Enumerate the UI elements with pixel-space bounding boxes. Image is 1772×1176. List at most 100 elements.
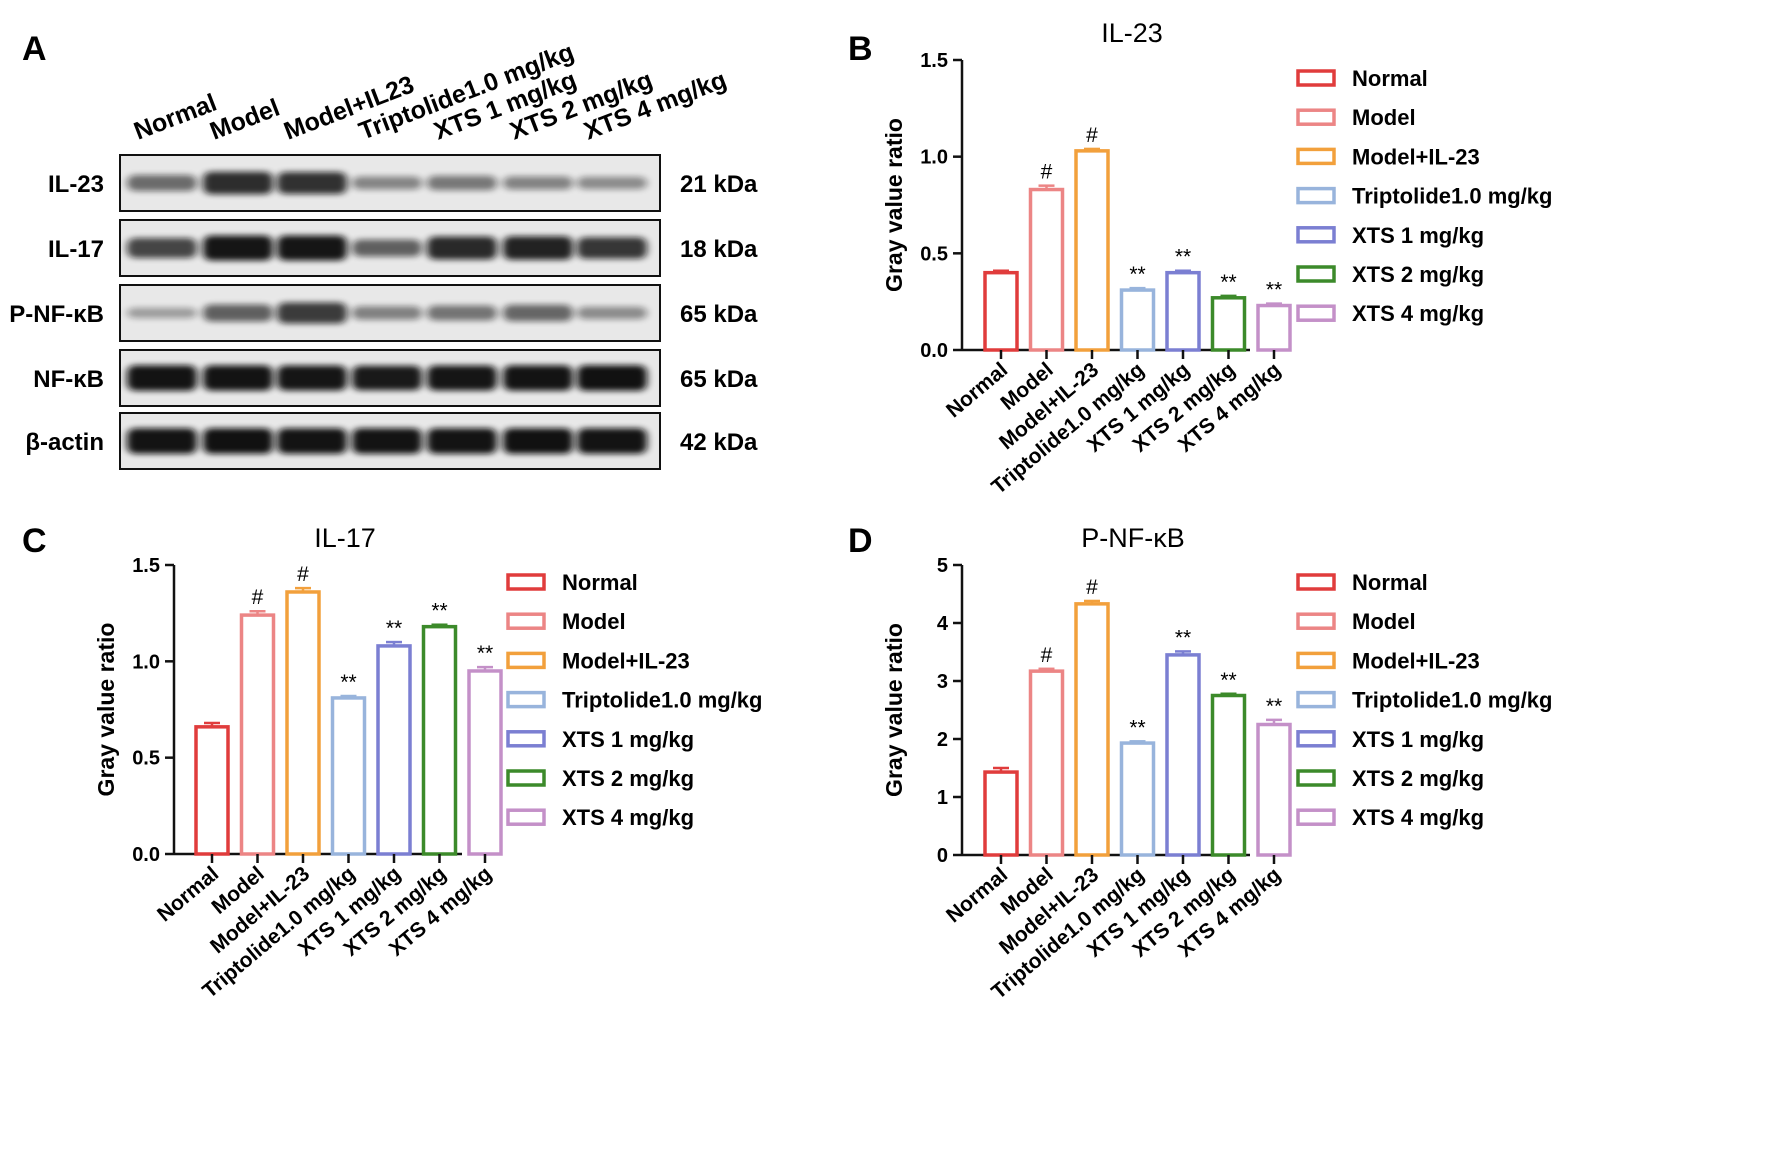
bar-xts-4-mg-kg — [1256, 722, 1292, 857]
blot-band-actin-model — [203, 428, 273, 454]
panel-letter-b: B — [848, 30, 873, 68]
blot-band-il-23-model-il23 — [277, 172, 347, 194]
bar-model — [1028, 187, 1065, 352]
legend-label-xts-4-mg-kg: XTS 4 mg/kg — [562, 805, 694, 830]
legend-label-model: Model — [1352, 609, 1416, 634]
bar-triptolide1-0-mg-kg — [1119, 288, 1156, 352]
y-tick-label: 1 — [937, 787, 948, 809]
blot-kda-actin: 42 kDa — [680, 429, 758, 456]
y-tick-label: 0.5 — [920, 243, 948, 265]
blot-band-nf-b-normal — [127, 365, 197, 391]
bar-model — [1028, 669, 1065, 857]
y-tick-label: 0 — [937, 845, 948, 867]
legend-swatch-triptolide1-0-mg-kg — [1296, 186, 1336, 205]
blot-band-actin-model-il23 — [277, 428, 347, 454]
bar-xts-2-mg-kg — [1210, 296, 1247, 352]
significance-mark-model: # — [1041, 161, 1053, 184]
blot-band-il-17-xts-4-mg-kg — [577, 237, 647, 259]
legend-swatch-xts-1-mg-kg — [506, 730, 546, 748]
blot-band-p-nf-b-xts-2-mg-kg — [503, 304, 573, 322]
y-tick-label: 0.0 — [920, 340, 948, 362]
significance-mark-xts-4-mg-kg: ** — [1266, 279, 1282, 302]
bar-xts-1-mg-kg — [1165, 653, 1201, 857]
blot-label-p-nf-b: P-NF-κB — [9, 301, 104, 328]
blot-band-il-23-normal — [127, 175, 197, 191]
legend-swatch-model — [1296, 612, 1336, 630]
significance-mark-triptolide1-0-mg-kg: ** — [1129, 716, 1145, 739]
legend-label-triptolide1-0-mg-kg: Triptolide1.0 mg/kg — [1352, 184, 1552, 209]
significance-mark-model: # — [252, 586, 264, 609]
blot-band-il-23-model — [203, 171, 273, 195]
blot-kda-il-23: 21 kDa — [680, 171, 758, 198]
bar-xts-2-mg-kg — [421, 624, 458, 856]
legend-swatch-xts-4-mg-kg — [1296, 808, 1336, 826]
blot-band-p-nf-b-xts-4-mg-kg — [577, 306, 647, 320]
legend-swatch-xts-1-mg-kg — [1296, 730, 1336, 748]
legend-label-model-il-23: Model+IL-23 — [562, 648, 690, 673]
legend-label-triptolide1-0-mg-kg: Triptolide1.0 mg/kg — [1352, 688, 1552, 713]
significance-mark-model-il-23: # — [1086, 124, 1098, 147]
bar-normal — [983, 770, 1019, 857]
blot-label-il-23: IL-23 — [48, 171, 104, 198]
bar-xts-2-mg-kg — [1210, 693, 1247, 857]
legend-label-normal: Normal — [1352, 66, 1428, 91]
y-tick-label: 1.0 — [132, 651, 160, 673]
legend-swatch-xts-2-mg-kg — [506, 769, 546, 787]
legend-swatch-model — [1296, 108, 1336, 126]
legend-label-normal: Normal — [1352, 570, 1428, 595]
blot-band-il-17-model-il23 — [277, 235, 347, 261]
blot-band-actin-xts-1-mg-kg — [427, 428, 497, 454]
legend-swatch-xts-2-mg-kg — [1296, 265, 1336, 283]
legend-swatch-model-il-23 — [1296, 651, 1336, 670]
legend-swatch-normal — [506, 573, 546, 591]
legend-label-normal: Normal — [562, 570, 638, 595]
bar-model-il-23 — [1074, 602, 1110, 857]
legend-label-model: Model — [1352, 105, 1416, 130]
il17-bar-chart: IL-17 Gray value ratio 0.0 0.5 1.0 1.5 Normal #… — [93, 523, 762, 1003]
bar-triptolide1-0-mg-kg — [330, 696, 367, 856]
blot-band-il-23-triptolide1-0-mg-kg — [352, 176, 422, 190]
legend-label-xts-2-mg-kg: XTS 2 mg/kg — [1352, 262, 1484, 287]
blot-label-il-17: IL-17 — [48, 236, 104, 263]
blot-band-p-nf-b-xts-1-mg-kg — [427, 305, 497, 321]
y-axis-label: Gray value ratio — [881, 623, 907, 797]
blot-band-p-nf-b-model-il23 — [277, 302, 347, 324]
significance-mark-xts-1-mg-kg: ** — [1175, 626, 1191, 649]
bar-xts-1-mg-kg — [1165, 270, 1201, 352]
significance-mark-xts-2-mg-kg: ** — [431, 600, 447, 623]
legend-swatch-xts-2-mg-kg — [1296, 769, 1336, 787]
y-tick-label: 5 — [937, 555, 948, 577]
significance-mark-xts-4-mg-kg: ** — [1266, 695, 1282, 718]
y-tick-label: 3 — [937, 671, 948, 693]
blot-band-p-nf-b-model — [203, 304, 273, 322]
y-axis-label: Gray value ratio — [93, 623, 119, 797]
legend-label-xts-1-mg-kg: XTS 1 mg/kg — [1352, 223, 1484, 248]
bar-model — [239, 613, 276, 856]
legend-label-xts-2-mg-kg: XTS 2 mg/kg — [562, 766, 694, 791]
y-tick-label: 2 — [937, 729, 948, 751]
bar-model-il-23 — [1074, 149, 1110, 352]
y-axis-label: Gray value ratio — [881, 118, 907, 292]
blot-band-actin-xts-2-mg-kg — [503, 428, 573, 454]
significance-mark-xts-2-mg-kg: ** — [1220, 271, 1236, 294]
blot-band-il-23-xts-4-mg-kg — [577, 176, 647, 190]
legend-swatch-normal — [1296, 69, 1336, 87]
legend-label-xts-4-mg-kg: XTS 4 mg/kg — [1352, 805, 1484, 830]
legend-swatch-model — [506, 612, 546, 630]
bar-model-il-23 — [285, 590, 321, 856]
blot-band-p-nf-b-normal — [127, 307, 197, 319]
legend-label-xts-2-mg-kg: XTS 2 mg/kg — [1352, 766, 1484, 791]
significance-mark-model-il-23: # — [1086, 576, 1098, 599]
bar-xts-4-mg-kg — [1256, 303, 1292, 352]
bar-normal — [983, 270, 1019, 352]
blot-band-il-17-xts-2-mg-kg — [503, 236, 573, 260]
y-tick-label: 0.0 — [132, 844, 160, 866]
legend-label-xts-1-mg-kg: XTS 1 mg/kg — [562, 727, 694, 752]
significance-mark-triptolide1-0-mg-kg: ** — [340, 671, 356, 694]
chart-title: P-NF-κB — [1081, 523, 1185, 553]
blot-band-il-23-xts-1-mg-kg — [427, 175, 497, 191]
y-tick-label: 0.5 — [132, 748, 160, 770]
significance-mark-xts-4-mg-kg: ** — [477, 642, 493, 665]
blot-band-nf-b-xts-4-mg-kg — [577, 365, 647, 391]
panel-letter-a: A — [22, 30, 47, 68]
